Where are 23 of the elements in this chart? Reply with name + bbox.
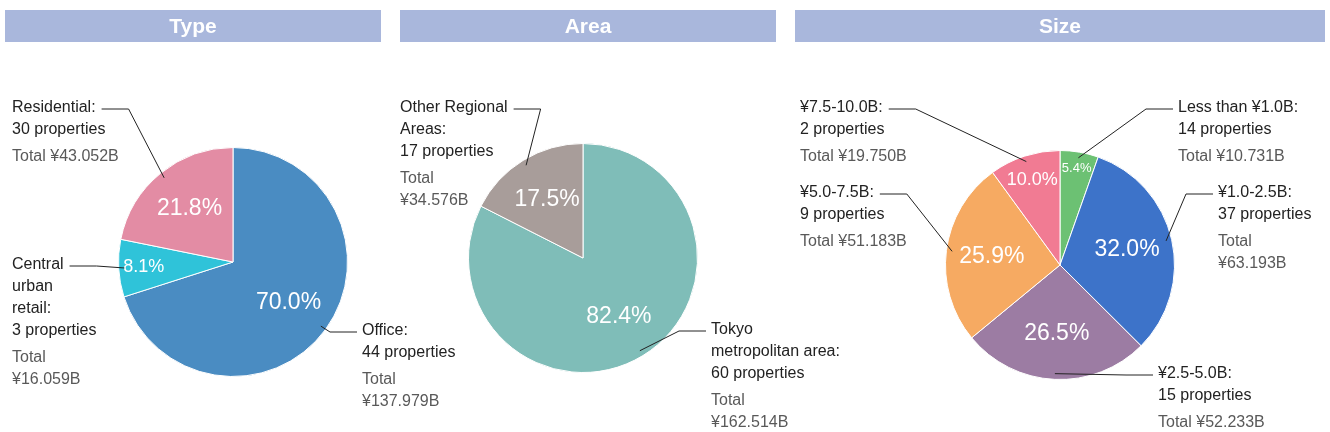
slice-label: Tokyo metropolitan area: 60 properties Total ¥162.514B: [710, 320, 840, 431]
data-label: 26.5%: [1024, 318, 1090, 345]
slice-label: Residential: 30 properties Total ¥43.052B: [12, 98, 119, 165]
data-label: 32.0%: [1094, 235, 1160, 262]
data-label: 25.9%: [959, 241, 1025, 268]
data-label: 17.5%: [514, 184, 580, 211]
data-label: 5.4%: [1061, 159, 1092, 175]
slice-label: ¥7.5-10.0B: 2 properties Total ¥19.750B: [799, 98, 907, 165]
data-label: 8.1%: [123, 255, 165, 276]
slice-label: ¥5.0-7.5B: 9 properties Total ¥51.183B: [799, 183, 907, 250]
slice-label: Other Regional Areas: 17 properties Total ¥34.576B: [399, 98, 508, 209]
slice-label: Less than ¥1.0B: 14 properties Total ¥10.731B: [1178, 98, 1299, 165]
data-label: 10.0%: [1006, 169, 1058, 190]
data-label: 70.0%: [255, 287, 322, 314]
chart-title: Type: [5, 10, 381, 42]
slice-label: ¥1.0-2.5B: 37 properties Total ¥63.193B: [1217, 183, 1312, 272]
chart-title: Area: [400, 10, 776, 42]
chart-title: Size: [795, 10, 1325, 42]
data-label: 21.8%: [156, 194, 223, 221]
slice-label: Office: 44 properties Total ¥137.979B: [361, 321, 456, 410]
data-label: 82.4%: [586, 301, 652, 328]
slice-label: ¥2.5-5.0B: 15 properties Total ¥52.233B: [1157, 364, 1265, 431]
slice-label: Central urban retail: 3 properties Total ¥16.059B: [11, 255, 97, 388]
